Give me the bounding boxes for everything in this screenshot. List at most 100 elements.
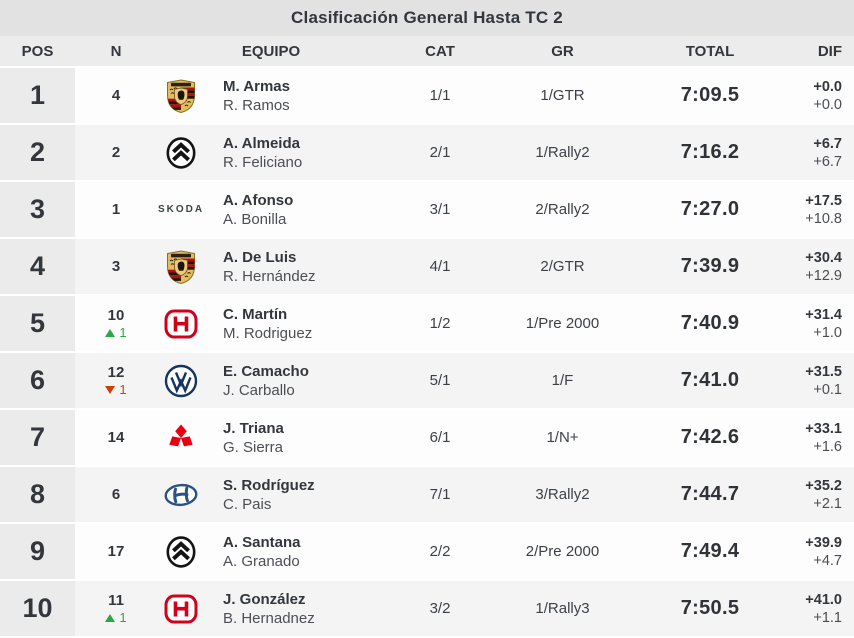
group-cell: 3/Rally2	[535, 486, 590, 503]
car-number-cell: 1	[75, 182, 157, 237]
codriver-name: G. Sierra	[223, 438, 284, 456]
driver-name: J. Triana	[223, 419, 284, 437]
table-row: 10 11 1 J. González B. Hernadnez 3/2 1/R…	[0, 581, 854, 636]
position-cell: 5	[0, 296, 75, 351]
diff-cell: +31.4 +1.0	[790, 296, 854, 351]
position-cell: 7	[0, 410, 75, 465]
diff-to-previous: +6.7	[813, 153, 842, 170]
header-pos: POS	[21, 42, 54, 60]
car-number: 2	[111, 143, 121, 161]
diff-cell: +35.2 +2.1	[790, 467, 854, 522]
diff-cell: +41.0 +1.1	[790, 581, 854, 636]
team-cell: E. Camacho J. Carballo	[205, 353, 385, 408]
total-time: 7:50.5	[680, 597, 740, 619]
team-cell: C. Martín M. Rodriguez	[205, 296, 385, 351]
skoda-logo: SKODA	[157, 204, 205, 215]
header-n: N	[110, 42, 122, 60]
group-cell: 2/Rally2	[535, 201, 590, 218]
driver-name: S. Rodríguez	[223, 476, 315, 494]
citroen-logo	[157, 524, 205, 579]
vw-logo	[157, 353, 205, 408]
mitsubishi-logo	[157, 410, 205, 465]
honda-logo	[157, 296, 205, 351]
diff-cell: +39.9 +4.7	[790, 524, 854, 579]
car-number: 10	[107, 307, 125, 324]
diff-cell: +30.4 +12.9	[790, 239, 854, 294]
group-cell: 1/Rally2	[535, 144, 590, 161]
driver-name: A. De Luis	[223, 248, 297, 266]
position-change-value: 1	[119, 382, 127, 397]
table-row: 3 1 SKODA A. Afonso A. Bonilla 3/1 2/Ral…	[0, 182, 854, 237]
diff-to-leader: +41.0	[805, 591, 842, 608]
group-cell: 1/F	[551, 372, 574, 389]
team-cell: A. Afonso A. Bonilla	[205, 182, 385, 237]
driver-name: A. Almeida	[223, 134, 300, 152]
codriver-name: R. Ramos	[223, 96, 290, 114]
position-cell: 9	[0, 524, 75, 579]
car-number-cell: 11 1	[75, 581, 157, 636]
total-time: 7:27.0	[680, 198, 740, 220]
driver-name: M. Armas	[223, 77, 290, 95]
table-row: 4 3 A. De Luis R. Hernández 4/1 2/GTR 7:…	[0, 239, 854, 294]
car-number: 12	[107, 364, 125, 381]
porsche-logo	[157, 68, 205, 123]
position-cell: 4	[0, 239, 75, 294]
diff-to-previous: +1.0	[813, 324, 842, 341]
total-time: 7:44.7	[680, 483, 740, 505]
position-down-icon	[105, 385, 116, 394]
group-cell: 1/GTR	[540, 87, 585, 104]
category-cell: 4/1	[429, 258, 451, 275]
diff-to-leader: +31.4	[805, 306, 842, 323]
car-number-cell: 10 1	[75, 296, 157, 351]
car-number: 3	[111, 257, 121, 275]
category-cell: 3/2	[429, 600, 451, 617]
diff-cell: +33.1 +1.6	[790, 410, 854, 465]
team-cell: A. Almeida R. Feliciano	[205, 125, 385, 180]
total-time: 7:49.4	[680, 540, 740, 562]
header-total: TOTAL	[685, 42, 735, 60]
car-number-cell: 3	[75, 239, 157, 294]
category-cell: 1/2	[429, 315, 451, 332]
position-change: 1	[105, 326, 127, 339]
diff-to-leader: +17.5	[805, 192, 842, 209]
car-number-cell: 17	[75, 524, 157, 579]
total-time: 7:16.2	[680, 141, 740, 163]
diff-to-previous: +2.1	[813, 495, 842, 512]
header-dif: DIF	[817, 42, 842, 60]
car-number: 17	[107, 542, 125, 560]
porsche-logo	[157, 239, 205, 294]
group-cell: 2/GTR	[540, 258, 585, 275]
hyundai-logo	[157, 467, 205, 522]
citroen-logo	[157, 125, 205, 180]
table-row: 8 6 S. Rodríguez C. Pais 7/1 3/Rally2 7:…	[0, 467, 854, 522]
diff-to-previous: +0.0	[813, 96, 842, 113]
position-up-icon	[105, 613, 116, 622]
team-cell: J. González B. Hernadnez	[205, 581, 385, 636]
table-row: 5 10 1 C. Martín M. Rodriguez 1/2 1/Pre …	[0, 296, 854, 351]
car-number-cell: 2	[75, 125, 157, 180]
table-row: 6 12 1 E. Camacho J. Carballo 5/1 1/F 7:…	[0, 353, 854, 408]
table-body: 1 4 M. Armas R. Ramos 1/1 1/GTR 7:09.5 +…	[0, 68, 854, 636]
header-equipo: EQUIPO	[241, 42, 301, 60]
position-change: 1	[105, 382, 127, 397]
diff-to-previous: +10.8	[805, 210, 842, 227]
codriver-name: C. Pais	[223, 495, 272, 513]
category-cell: 2/2	[429, 543, 451, 560]
total-time: 7:09.5	[680, 84, 740, 106]
diff-to-previous: +4.7	[813, 552, 842, 569]
driver-name: J. González	[223, 590, 306, 608]
codriver-name: J. Carballo	[223, 381, 295, 399]
diff-to-previous: +1.6	[813, 438, 842, 455]
diff-to-leader: +35.2	[805, 477, 842, 494]
codriver-name: A. Bonilla	[223, 210, 287, 228]
driver-name: A. Santana	[223, 533, 301, 551]
diff-to-leader: +33.1	[805, 420, 842, 437]
car-number-cell: 6	[75, 467, 157, 522]
car-number: 1	[111, 200, 121, 218]
group-cell: 1/Pre 2000	[525, 315, 600, 332]
driver-name: A. Afonso	[223, 191, 294, 209]
codriver-name: R. Feliciano	[223, 153, 303, 171]
category-cell: 3/1	[429, 201, 451, 218]
car-number-cell: 14	[75, 410, 157, 465]
